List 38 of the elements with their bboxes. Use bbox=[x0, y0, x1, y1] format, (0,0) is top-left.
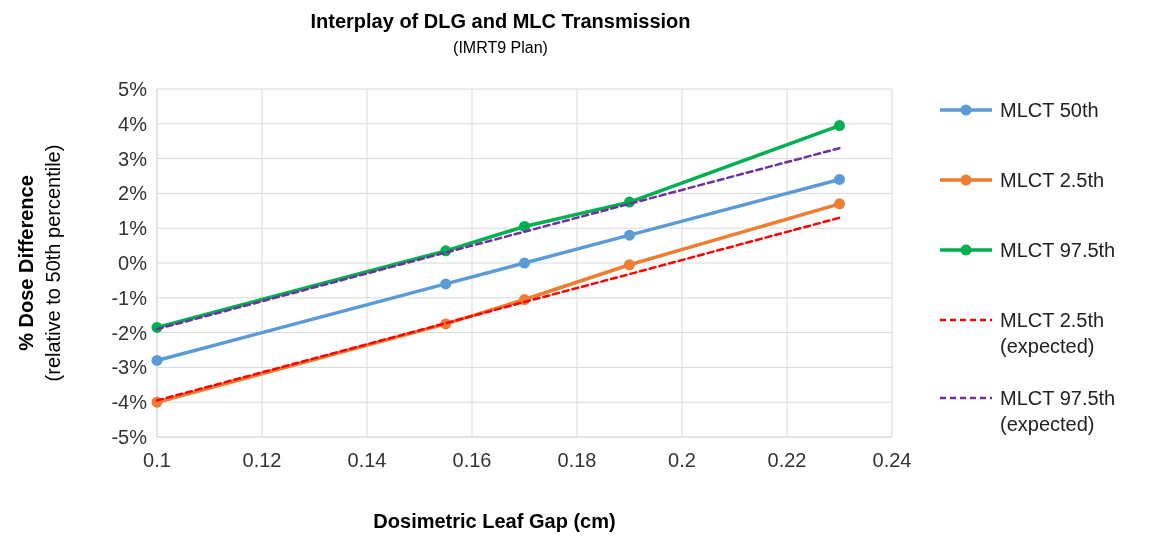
legend-label: MLCT 2.5th bbox=[1000, 169, 1105, 191]
x-tick-label: 0.24 bbox=[872, 449, 912, 471]
legend-label: MLCT 50th bbox=[1000, 99, 1099, 121]
legend-label: MLCT 97.5th bbox=[1000, 239, 1116, 261]
chart-title: Interplay of DLG and MLC Transmission bbox=[310, 10, 691, 32]
y-tick-label: -5% bbox=[111, 426, 148, 448]
y-tick-label: -4% bbox=[111, 391, 148, 414]
point bbox=[834, 198, 845, 210]
point bbox=[151, 354, 163, 366]
x-tick-label: 0.1 bbox=[143, 449, 171, 471]
y-tick-label: 2% bbox=[118, 182, 148, 205]
text: (relative to 50th percentile) bbox=[42, 144, 64, 382]
y-tick-label: 3% bbox=[118, 147, 148, 170]
point bbox=[834, 120, 845, 132]
y-tick-label: -1% bbox=[111, 286, 148, 309]
y-tick-label: -2% bbox=[111, 321, 148, 344]
chart-subtitle: (IMRT9 Plan) bbox=[453, 39, 548, 56]
x-tick-label: 0.14 bbox=[347, 449, 387, 471]
point bbox=[519, 220, 530, 232]
point bbox=[834, 173, 845, 185]
y-tick-label: 5% bbox=[118, 78, 148, 100]
point bbox=[624, 229, 635, 241]
y-tick-label: -3% bbox=[111, 356, 148, 379]
point bbox=[440, 278, 452, 290]
y-axis-title: % Dose Difference bbox=[15, 175, 37, 351]
legend-label: MLCT 97.5th (expected) bbox=[1000, 387, 1116, 435]
x-tick-label: 0.2 bbox=[668, 449, 696, 471]
point bbox=[624, 259, 635, 271]
x-tick-label: 0.16 bbox=[452, 449, 492, 471]
point bbox=[519, 257, 530, 269]
legend-label: MLCT 2.5th (expected) bbox=[1000, 309, 1105, 357]
x-axis-title: Dosimetric Leaf Gap (cm) bbox=[373, 510, 616, 532]
x-tick-label: 0.22 bbox=[767, 449, 807, 471]
y-tick-label: 4% bbox=[118, 112, 148, 135]
x-tick-label: 0.12 bbox=[242, 449, 282, 471]
x-tick-label: 0.18 bbox=[557, 449, 597, 471]
y-tick-label: 0% bbox=[118, 252, 148, 274]
y-tick-label: 1% bbox=[118, 217, 148, 240]
